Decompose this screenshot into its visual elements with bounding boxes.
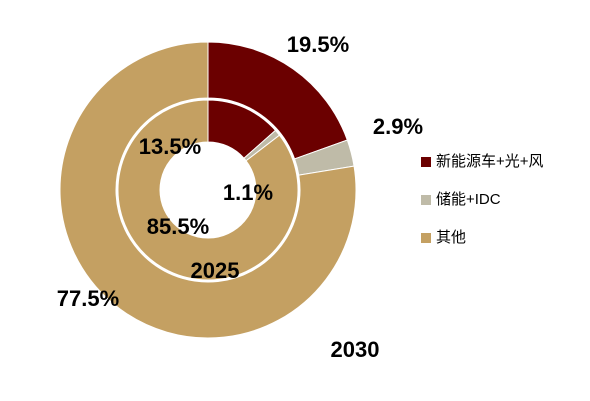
donut-segment — [117, 99, 299, 281]
ring-label: 2025 — [191, 258, 240, 283]
legend-swatch — [421, 233, 431, 243]
ring-label: 2030 — [331, 337, 380, 362]
data-label: 77.5% — [57, 286, 119, 311]
legend-label: 其他 — [436, 229, 466, 246]
data-label: 19.5% — [287, 32, 349, 57]
legend-swatch — [421, 195, 431, 205]
data-label: 1.1% — [223, 180, 273, 205]
legend-label: 新能源车+光+风 — [436, 153, 544, 170]
data-label: 85.5% — [147, 214, 209, 239]
data-label: 13.5% — [139, 134, 201, 159]
legend-swatch — [421, 157, 431, 167]
donut-segment — [59, 41, 357, 339]
data-label: 2.9% — [373, 114, 423, 139]
legend-label: 储能+IDC — [436, 191, 501, 208]
